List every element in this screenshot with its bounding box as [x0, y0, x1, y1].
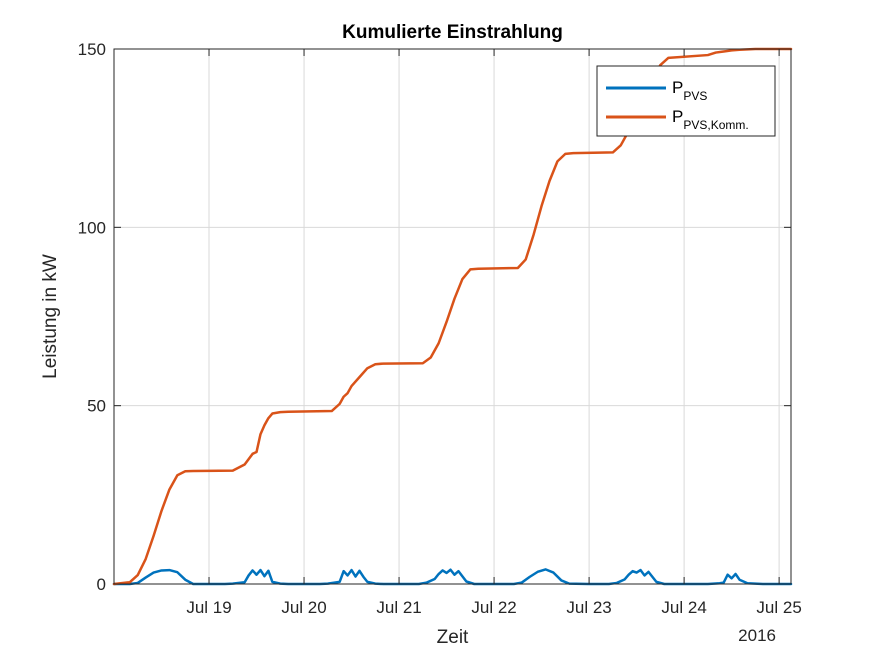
x-tick-labels: Jul 19 Jul 20 Jul 21 Jul 22 Jul 23 Jul 24 Jul …	[186, 598, 801, 617]
x-tick-label: Jul 21	[376, 598, 421, 617]
y-tick-label: 50	[87, 397, 106, 416]
legend-label-ppvs-komm-main: P	[672, 107, 683, 126]
x-tick-label: Jul 24	[661, 598, 706, 617]
legend-label-ppvs-komm-sub: PVS,Komm.	[683, 118, 748, 132]
x-tick-label: Jul 22	[471, 598, 516, 617]
y-axis-label: Leistung in kW	[40, 254, 61, 379]
x-tick-label: Jul 23	[566, 598, 611, 617]
y-tick-label: 0	[97, 575, 106, 594]
series-line-ppvs	[112, 568, 793, 586]
x-tick-label: Jul 19	[186, 598, 231, 617]
x-axis-year-label: 2016	[738, 626, 776, 645]
legend-label-ppvs-komm: PPVS,Komm.	[672, 107, 749, 132]
plot-frame	[113, 48, 792, 585]
legend-box	[596, 65, 776, 137]
legend-label-ppvs-main: P	[672, 78, 683, 97]
y-tick-labels: 0 50 100 150	[78, 40, 106, 594]
y-tick-label: 100	[78, 218, 106, 237]
plot-area	[114, 49, 791, 584]
axis-ticks	[114, 48, 791, 585]
x-axis-label: Zeit	[437, 627, 469, 648]
x-tick-label: Jul 25	[756, 598, 801, 617]
y-tick-label: 150	[78, 40, 106, 59]
legend-label-ppvs-sub: PVS	[683, 89, 707, 103]
legend: PPVS PPVS,Komm.	[596, 65, 776, 137]
chart-title: Kumulierte Einstrahlung	[342, 22, 563, 43]
x-tick-label: Jul 20	[281, 598, 326, 617]
legend-label-ppvs: PPVS	[672, 78, 707, 103]
